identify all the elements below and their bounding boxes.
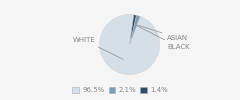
Wedge shape: [130, 15, 140, 44]
Wedge shape: [100, 14, 160, 74]
Text: ASIAN: ASIAN: [138, 25, 188, 41]
Text: BLACK: BLACK: [136, 25, 190, 50]
Text: WHITE: WHITE: [73, 37, 123, 59]
Legend: 96.5%, 2.1%, 1.4%: 96.5%, 2.1%, 1.4%: [70, 84, 170, 96]
Wedge shape: [130, 15, 136, 44]
